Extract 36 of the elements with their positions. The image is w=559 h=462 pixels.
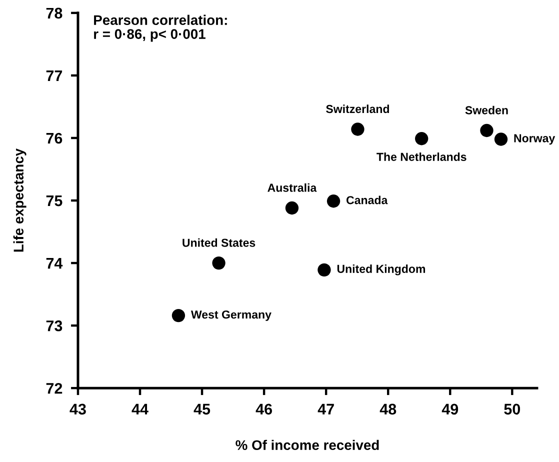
point (326, 194, 340, 208)
annotation: West Germany (190, 310, 272, 321)
point (318, 263, 331, 276)
y-tick-label: 72 (46, 382, 62, 394)
x-tick-label: 49 (442, 404, 458, 415)
x-tick-label: 45 (194, 404, 210, 415)
point (172, 308, 186, 322)
point (494, 132, 508, 146)
y-tick-label: 73 (46, 320, 62, 332)
annotation: United Kingdom (337, 264, 426, 276)
annotation: Switzerland (326, 104, 389, 114)
annotation: Sweden (465, 106, 508, 114)
y-tick-label: 77 (46, 70, 62, 81)
point (212, 256, 226, 270)
y-axis-title: Life expectancy (13, 148, 26, 252)
annotation: Pearson correlation: r = 0·86, p< 0·001 (94, 14, 227, 42)
point (351, 122, 364, 136)
x-tick-label: 46 (256, 404, 272, 415)
y-tick-label: 76 (46, 132, 62, 144)
x-tick-label: 44 (132, 404, 148, 414)
y-tick-label: 74 (46, 258, 63, 269)
annotation: Canada (346, 196, 388, 204)
point (480, 124, 494, 138)
x-tick-label: 43 (70, 404, 86, 415)
annotation: The Netherlands (376, 152, 466, 161)
x-axis-title: % Of income received (236, 440, 379, 450)
annotation: Australia (268, 183, 317, 192)
x-tick-label: 50 (504, 404, 520, 415)
annotation: Norway (514, 134, 556, 145)
annotation: United States (182, 238, 256, 247)
x-tick-label: 48 (380, 404, 396, 415)
x-tick-label: 47 (318, 404, 334, 414)
y-tick-label: 78 (46, 8, 62, 19)
point (285, 201, 299, 215)
y-tick-label: 75 (46, 196, 62, 206)
point (415, 132, 428, 146)
